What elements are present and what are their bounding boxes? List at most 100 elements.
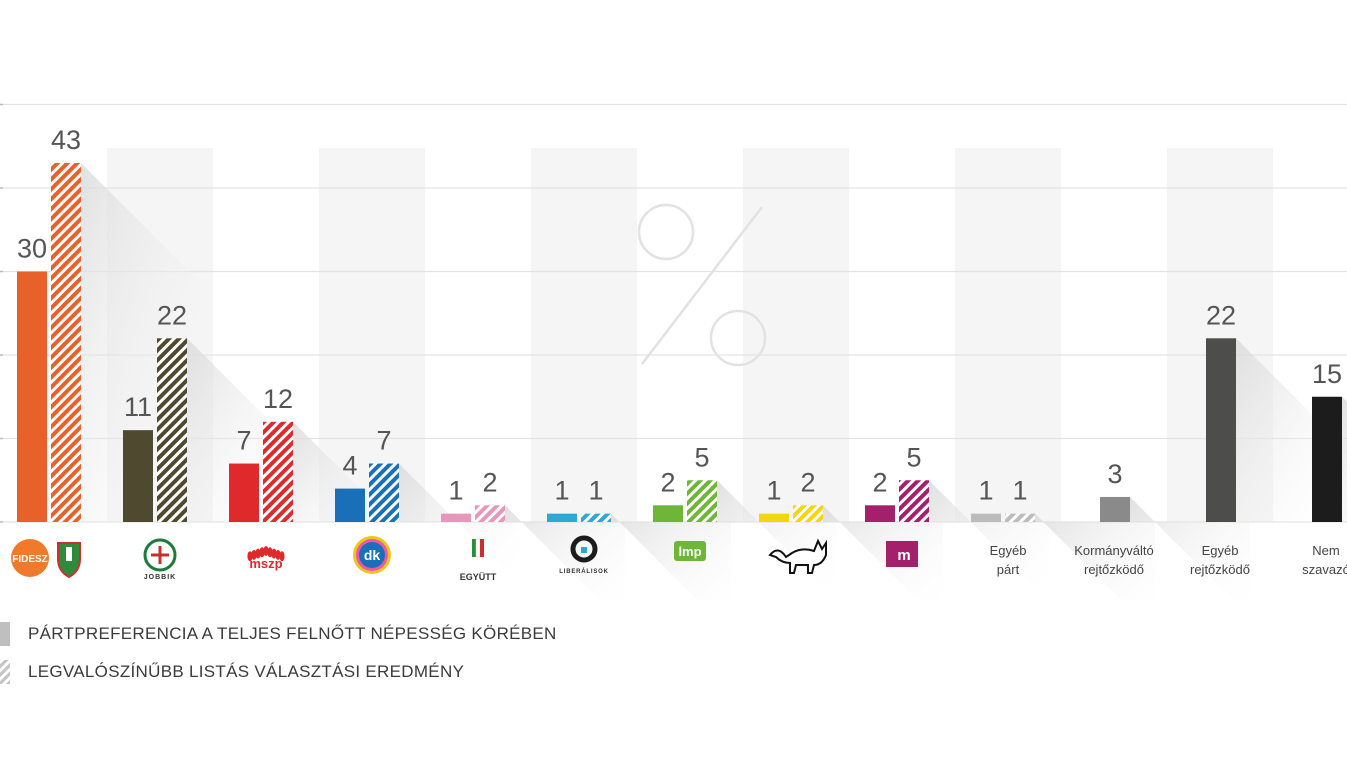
bar-shadow	[929, 480, 1049, 600]
category-label-text: Kormányváltó	[1074, 543, 1153, 558]
bar-preference	[1100, 496, 1130, 522]
bg-column	[743, 148, 849, 522]
value-label-preference: 22	[1206, 300, 1236, 330]
legend-label-election-result: LEGVALÓSZÍNŰBB LISTÁS VÁLASZTÁSI EREDMÉN…	[28, 662, 465, 681]
value-label-preference: 2	[660, 467, 675, 497]
bar-shadow	[505, 505, 625, 600]
legend-swatch-solid	[0, 622, 10, 646]
category-label-text: lmp	[678, 544, 701, 559]
category-labels: FIDESZ JOBBIK mszp dk EGYÜTT LIBERÁLISOK lmp m E…	[11, 535, 1347, 582]
category-label: Nem szavazó	[1302, 543, 1347, 577]
bar-preference	[1312, 396, 1342, 522]
bar-shadow	[823, 505, 943, 600]
bar-election-result	[51, 162, 81, 522]
bar-election-result	[687, 480, 717, 522]
background-layer	[107, 148, 1273, 522]
value-label-election-result: 2	[482, 467, 497, 497]
value-label-election-result: 22	[157, 300, 187, 330]
category-label-text: FIDESZ	[12, 554, 48, 565]
category-label: Egyéb rejtőzködő	[1190, 543, 1250, 577]
bar-preference	[971, 513, 1001, 522]
bar-election-result	[581, 513, 611, 522]
bg-column	[955, 148, 1061, 522]
bar-election-result	[263, 421, 293, 522]
egyutt-logo-icon: EGYÜTT	[460, 538, 497, 582]
value-label-preference: 4	[342, 451, 357, 481]
category-label-text: szavazó	[1302, 562, 1347, 577]
jobbik-logo-icon: JOBBIK	[143, 538, 177, 581]
bar-shadow	[611, 513, 731, 600]
bar-preference	[865, 505, 895, 522]
bar-preference	[335, 488, 365, 522]
bar-election-result	[1005, 513, 1035, 522]
bar-preference	[441, 513, 471, 522]
percent-watermark-icon	[637, 203, 767, 367]
category-label-text: mszp	[249, 556, 282, 571]
value-label-preference: 3	[1107, 459, 1122, 489]
bar-preference	[1206, 338, 1236, 522]
bar-preference	[547, 513, 577, 522]
bg-column	[319, 148, 425, 522]
bar-election-result	[475, 505, 505, 522]
bar-election-result	[157, 338, 187, 522]
legend-swatch-hatched	[0, 660, 10, 684]
value-label-preference: 1	[766, 476, 781, 506]
kutyapart-cat-icon	[768, 538, 827, 574]
category-label-text: rejtőzködő	[1084, 562, 1144, 577]
legend-item-preference: PÁRTPREFERENCIA A TELJES FELNŐTT NÉPESSÉ…	[0, 622, 557, 646]
value-label-election-result: 12	[263, 384, 293, 414]
bar-election-result	[899, 480, 929, 522]
bar-shadows	[81, 162, 1347, 600]
bar-shadow	[1130, 496, 1250, 600]
bar-preference	[229, 463, 259, 522]
mszp-logo-icon: mszp	[247, 546, 285, 571]
value-label-preference: 30	[17, 234, 47, 264]
value-label-preference: 1	[554, 476, 569, 506]
bar-preference	[653, 505, 683, 522]
bar-preference	[17, 271, 47, 522]
dk-logo-icon: dk	[353, 536, 391, 574]
value-label-election-result: 43	[51, 125, 81, 155]
value-label-preference: 1	[978, 476, 993, 506]
bar-preference	[123, 430, 153, 522]
momentum-logo-icon: m	[886, 541, 918, 567]
lmp-logo-icon: lmp	[674, 541, 706, 561]
value-label-preference: 7	[236, 426, 251, 456]
category-label-text: Nem	[1312, 543, 1339, 558]
value-label-election-result: 5	[694, 442, 709, 472]
bar-preference	[759, 513, 789, 522]
category-label-text: Egyéb	[1202, 543, 1239, 558]
value-label-election-result: 1	[1012, 476, 1027, 506]
category-label-text: m	[897, 547, 910, 564]
value-label-preference: 2	[872, 467, 887, 497]
category-label-text: dk	[364, 547, 381, 563]
bg-column	[531, 148, 637, 522]
category-label: Egyéb párt	[990, 543, 1027, 577]
category-label-text: párt	[997, 562, 1020, 577]
category-label: Kormányváltó rejtőzködő	[1074, 543, 1153, 577]
category-label-text: JOBBIK	[144, 574, 176, 581]
bar-shadow	[1342, 396, 1347, 522]
bars	[17, 162, 1342, 522]
liberalisok-logo-icon: LIBERÁLISOK	[559, 535, 608, 575]
value-label-election-result: 5	[906, 442, 921, 472]
fidesz-logo-icon: FIDESZ	[11, 539, 81, 579]
value-label-preference: 11	[124, 392, 152, 422]
bar-shadow	[399, 463, 519, 584]
value-label-election-result: 2	[800, 467, 815, 497]
value-label-preference: 15	[1312, 359, 1342, 389]
category-label-text: rejtőzködő	[1190, 562, 1250, 577]
bar-election-result	[369, 463, 399, 522]
bar-shadow	[1035, 513, 1155, 600]
category-label-text: LIBERÁLISOK	[559, 568, 608, 575]
category-label-text: Egyéb	[990, 543, 1027, 558]
value-label-election-result: 7	[376, 426, 391, 456]
value-label-preference: 1	[448, 476, 463, 506]
bar-election-result	[793, 505, 823, 522]
legend-item-election-result: LEGVALÓSZÍNŰBB LISTÁS VÁLASZTÁSI EREDMÉN…	[0, 660, 464, 684]
value-label-election-result: 1	[588, 476, 603, 506]
legend-label-preference: PÁRTPREFERENCIA A TELJES FELNŐTT NÉPESSÉ…	[28, 624, 557, 643]
